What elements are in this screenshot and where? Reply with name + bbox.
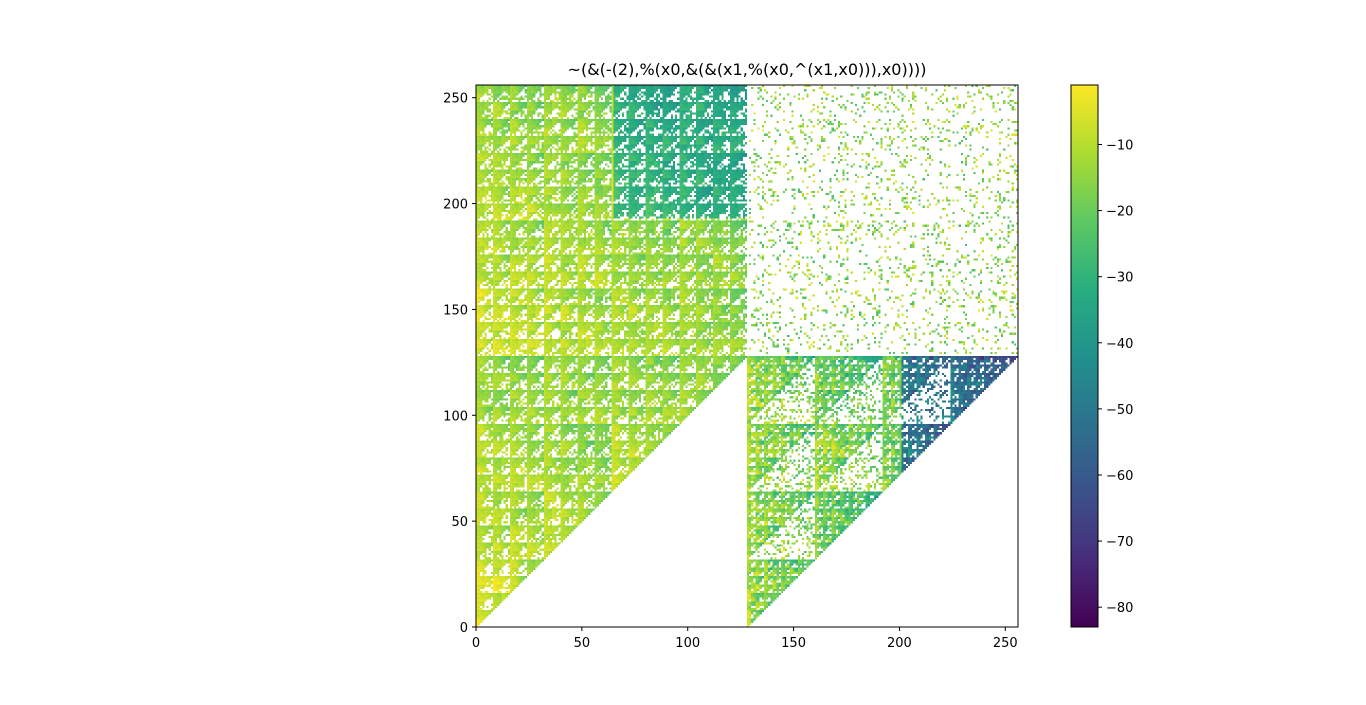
- y-tick-label: 200: [443, 198, 468, 213]
- colorbar-tick-label: −60: [1106, 469, 1133, 484]
- colorbar-frame: [1070, 84, 1099, 628]
- y-tick-label: 100: [443, 409, 468, 424]
- plot-frame: [475, 84, 1019, 628]
- x-tick-label: 50: [574, 636, 591, 651]
- colorbar: −10 −20 −30 −40 −50 −60 −70 −80: [1070, 84, 1133, 628]
- x-axis: 0 50 100 150 200 250: [472, 627, 1018, 651]
- x-tick-label: 150: [781, 636, 806, 651]
- colorbar-gradient: [1071, 85, 1098, 627]
- colorbar-tick-label: −80: [1106, 601, 1133, 616]
- x-tick-label: 100: [675, 636, 700, 651]
- y-tick-label: 50: [451, 515, 468, 530]
- colorbar-tick-label: −30: [1106, 271, 1133, 286]
- y-axis: 0 50 100 150 200 250: [443, 92, 476, 636]
- heatmap-image: [476, 85, 1018, 627]
- chart-title: ~(&(-(2),%(x0,&(&(x1,%(x0,^(x1,x0))),x0)…: [568, 60, 927, 79]
- y-tick-label: 150: [443, 303, 468, 318]
- y-tick-label: 250: [443, 92, 468, 107]
- colorbar-tick-label: −70: [1106, 535, 1133, 550]
- colorbar-tick-label: −50: [1106, 403, 1133, 418]
- colorbar-ticks: −10 −20 −30 −40 −50 −60 −70 −80: [1098, 138, 1133, 616]
- colorbar-tick-label: −10: [1106, 138, 1133, 153]
- x-tick-label: 0: [472, 636, 480, 651]
- heatmap-plot-area: [475, 84, 1019, 628]
- x-tick-label: 250: [993, 636, 1018, 651]
- colorbar-tick-label: −20: [1106, 205, 1133, 220]
- x-tick-label: 200: [887, 636, 912, 651]
- y-tick-label: 0: [460, 621, 468, 636]
- colorbar-tick-label: −40: [1106, 337, 1133, 352]
